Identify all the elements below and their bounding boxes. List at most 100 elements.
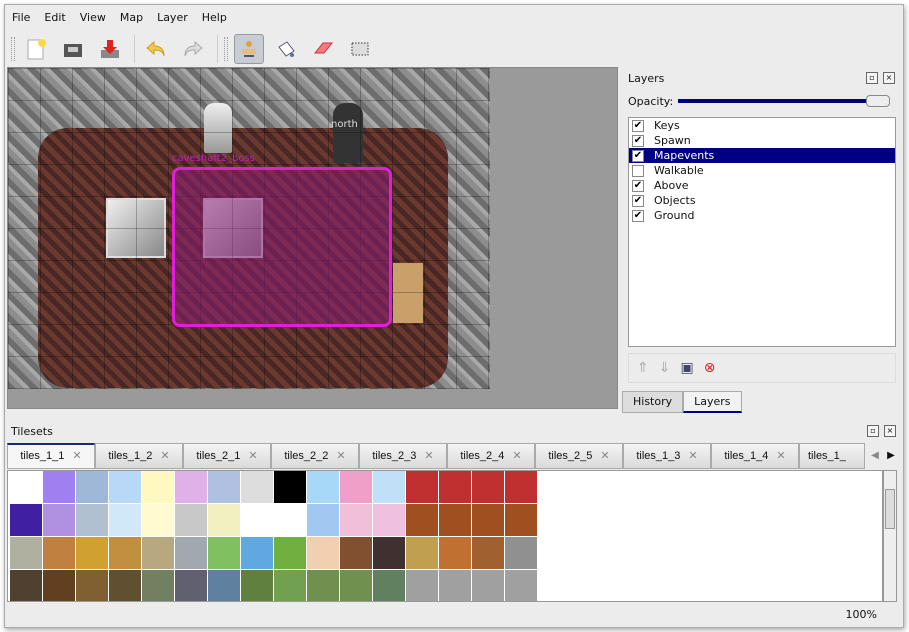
tileset-tab[interactable]: tiles_2_2 ✕ <box>271 443 359 469</box>
toolbar-grip[interactable] <box>224 37 228 61</box>
tile[interactable] <box>373 471 405 503</box>
tile[interactable] <box>439 471 471 503</box>
tile[interactable] <box>76 471 108 503</box>
close-tab-icon[interactable]: ✕ <box>248 449 258 462</box>
tile[interactable] <box>175 537 207 569</box>
redo-icon[interactable] <box>178 34 208 64</box>
close-panel-icon[interactable]: × <box>884 425 896 437</box>
selected-map-object[interactable] <box>172 167 392 327</box>
close-tab-icon[interactable]: ✕ <box>160 449 170 462</box>
menu-edit[interactable]: Edit <box>44 11 66 24</box>
float-panel-icon[interactable]: ▫ <box>866 72 878 84</box>
tile[interactable] <box>307 471 339 503</box>
save-icon[interactable] <box>95 34 125 64</box>
tile[interactable] <box>307 537 339 569</box>
tile[interactable] <box>505 570 537 601</box>
tile[interactable] <box>406 471 438 503</box>
tile[interactable] <box>472 504 504 536</box>
tile[interactable] <box>373 504 405 536</box>
bucket-fill-icon[interactable] <box>271 34 301 64</box>
tile[interactable] <box>505 471 537 503</box>
stamp-brush-icon[interactable] <box>234 34 264 64</box>
tile[interactable] <box>208 537 240 569</box>
delete-layer-icon[interactable]: ⊗ <box>703 360 716 376</box>
menu-layer[interactable]: Layer <box>157 11 188 24</box>
tile[interactable] <box>43 471 75 503</box>
tile[interactable] <box>274 504 306 536</box>
opacity-slider[interactable] <box>678 99 869 103</box>
layer-visibility-checkbox[interactable]: ✔ <box>632 179 644 192</box>
tileset-grid[interactable] <box>7 470 883 602</box>
layer-item[interactable]: ✔ Spawn <box>629 133 895 148</box>
tile[interactable] <box>373 570 405 601</box>
tile[interactable] <box>472 471 504 503</box>
tileset-tab[interactable]: tiles_1_2 ✕ <box>95 443 183 469</box>
tileset-scrollbar[interactable] <box>883 470 897 602</box>
tileset-tab[interactable]: tiles_1_4 ✕ <box>711 443 799 469</box>
layer-visibility-checkbox[interactable]: ✔ <box>632 194 644 207</box>
tile[interactable] <box>208 471 240 503</box>
tile[interactable] <box>340 537 372 569</box>
tile[interactable] <box>10 537 42 569</box>
tileset-tab[interactable]: tiles_2_4 ✕ <box>447 443 535 469</box>
tile[interactable] <box>439 537 471 569</box>
layer-visibility-checkbox[interactable]: ✔ <box>632 209 644 222</box>
layer-visibility-checkbox[interactable]: ✔ <box>632 134 644 147</box>
tile[interactable] <box>208 504 240 536</box>
tile[interactable] <box>274 471 306 503</box>
close-tab-icon[interactable]: ✕ <box>424 449 434 462</box>
tile[interactable] <box>406 570 438 601</box>
tile[interactable] <box>307 504 339 536</box>
tile[interactable] <box>175 471 207 503</box>
new-file-icon[interactable] <box>21 34 51 64</box>
tile[interactable] <box>472 570 504 601</box>
tabs-scroll-left-icon[interactable]: ◀ <box>871 450 879 461</box>
map-tiles[interactable]: caveshaft2_boss north <box>8 68 490 389</box>
tile[interactable] <box>76 537 108 569</box>
layer-item[interactable]: ✔ Above <box>629 178 895 193</box>
tile[interactable] <box>109 570 141 601</box>
close-tab-icon[interactable]: ✕ <box>336 449 346 462</box>
tile[interactable] <box>439 570 471 601</box>
tile[interactable] <box>43 570 75 601</box>
tile[interactable] <box>241 504 273 536</box>
tile[interactable] <box>340 570 372 601</box>
float-panel-icon[interactable]: ▫ <box>867 425 879 437</box>
tile[interactable] <box>208 570 240 601</box>
rect-select-icon[interactable] <box>345 34 375 64</box>
tileset-tab[interactable]: tiles_1_3 ✕ <box>623 443 711 469</box>
close-tab-icon[interactable]: ✕ <box>688 449 698 462</box>
tile[interactable] <box>340 504 372 536</box>
tile[interactable] <box>142 570 174 601</box>
tile[interactable] <box>142 537 174 569</box>
close-tab-icon[interactable]: ✕ <box>72 450 82 462</box>
open-folder-icon[interactable] <box>58 34 88 64</box>
layer-visibility-checkbox[interactable]: ✔ <box>632 149 644 162</box>
tab-layers[interactable]: Layers <box>683 391 742 413</box>
layer-item[interactable]: ✔ Keys <box>629 118 895 133</box>
tile[interactable] <box>43 537 75 569</box>
tile[interactable] <box>76 504 108 536</box>
tile[interactable] <box>472 537 504 569</box>
lower-layer-icon[interactable]: ⇓ <box>658 360 671 376</box>
menu-view[interactable]: View <box>79 11 106 24</box>
close-panel-icon[interactable]: × <box>883 72 895 84</box>
raise-layer-icon[interactable]: ⇑ <box>637 360 649 376</box>
tile[interactable] <box>142 504 174 536</box>
tile[interactable] <box>241 570 273 601</box>
menu-map[interactable]: Map <box>119 11 144 24</box>
layer-item[interactable]: Walkable <box>629 163 895 178</box>
layer-item[interactable]: ✔ Objects <box>629 193 895 208</box>
tile[interactable] <box>505 537 537 569</box>
tile[interactable] <box>505 504 537 536</box>
layer-item[interactable]: ✔ Ground <box>629 208 895 223</box>
tileset-tab[interactable]: tiles_2_3 ✕ <box>359 443 447 469</box>
tile[interactable] <box>109 537 141 569</box>
menu-file[interactable]: File <box>12 11 31 24</box>
tile[interactable] <box>307 570 339 601</box>
tile[interactable] <box>175 504 207 536</box>
tile[interactable] <box>439 504 471 536</box>
tileset-tab[interactable]: tiles_2_1 ✕ <box>183 443 271 469</box>
tile[interactable] <box>241 537 273 569</box>
tile[interactable] <box>241 471 273 503</box>
